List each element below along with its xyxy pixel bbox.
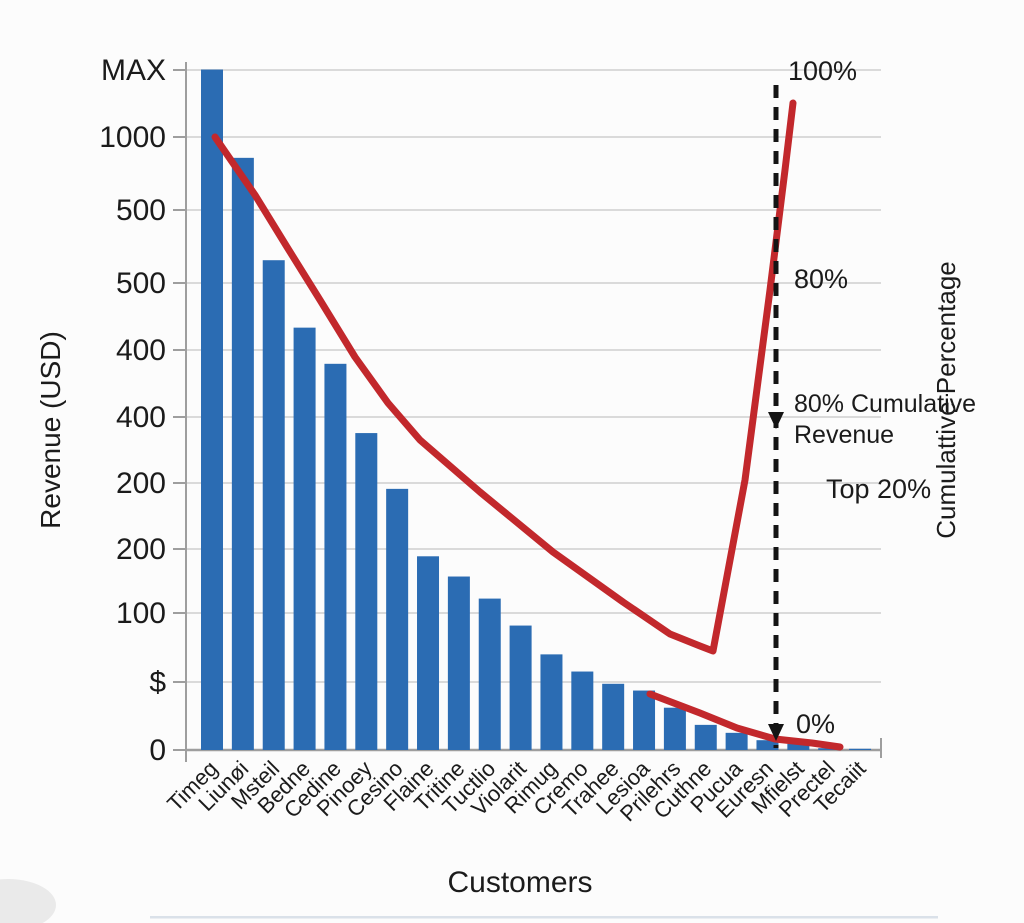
revenue-bars-group bbox=[201, 69, 872, 751]
revenue-bar bbox=[849, 748, 872, 750]
y-tick-label: $ bbox=[149, 666, 166, 699]
bottom-artifact-line bbox=[150, 916, 938, 919]
y-tick-label: 500 bbox=[116, 194, 166, 227]
revenue-bar bbox=[725, 732, 748, 750]
revenue-bar bbox=[633, 690, 656, 750]
x-axis-tick-labels: TimegLiunøiMsteilBedneCedinePinoeyCesino… bbox=[162, 755, 870, 826]
revenue-bar bbox=[386, 488, 409, 750]
label-100-percent: 100% bbox=[788, 56, 857, 86]
revenue-bar bbox=[447, 576, 470, 750]
y-axis-tick-labels: MAX 1000 500 500 400 400 200 200 100 $0 bbox=[99, 54, 166, 767]
revenue-bar bbox=[694, 724, 717, 750]
y-tick-label: 400 bbox=[116, 334, 166, 367]
x-axis-title: Customers bbox=[447, 866, 592, 899]
revenue-bar bbox=[262, 260, 285, 750]
y-tick-label: 200 bbox=[116, 533, 166, 566]
revenue-bar bbox=[478, 598, 501, 750]
cumulative-percentage-line bbox=[211, 99, 797, 655]
y-axis-title-left: Revenue (USD) bbox=[35, 331, 66, 529]
y-tick-label: 400 bbox=[116, 401, 166, 434]
cumulative-line-tail bbox=[646, 690, 844, 751]
revenue-bar bbox=[509, 625, 532, 750]
y-tick-label: 0 bbox=[149, 734, 166, 767]
down-arrow-marker bbox=[768, 412, 784, 429]
corner-smudge bbox=[0, 879, 56, 923]
y-axis-title-right: Cumulattive Percentage bbox=[931, 261, 961, 538]
down-arrow-marker bbox=[768, 724, 784, 741]
revenue-bar bbox=[293, 327, 316, 750]
label-80-cumulative-line2: Revenue bbox=[794, 421, 894, 449]
revenue-bar bbox=[663, 707, 686, 750]
label-80-percent: 80% bbox=[794, 264, 848, 294]
revenue-bar bbox=[231, 157, 254, 751]
label-top-20-percent: Top 20% bbox=[826, 474, 931, 504]
revenue-bar bbox=[602, 683, 625, 750]
revenue-bar bbox=[571, 671, 594, 750]
revenue-bar bbox=[324, 363, 347, 750]
revenue-bar bbox=[417, 556, 440, 750]
y-tick-label: 100 bbox=[116, 597, 166, 630]
cumulative-line-group bbox=[211, 99, 844, 751]
revenue-bar bbox=[355, 433, 378, 750]
y-tick-label: 1000 bbox=[99, 121, 166, 154]
label-0-percent: 0% bbox=[796, 709, 835, 739]
y-tick-label: 500 bbox=[116, 267, 166, 300]
revenue-bar bbox=[756, 740, 779, 750]
label-80-cumulative-line1: 80% Cumulative bbox=[794, 390, 976, 418]
y-tick-label: 200 bbox=[116, 467, 166, 500]
revenue-bar bbox=[540, 654, 563, 750]
revenue-bar bbox=[787, 743, 810, 750]
revenue-bar bbox=[818, 748, 841, 750]
threshold-dashed-line-group bbox=[768, 85, 784, 748]
y-tick-label: MAX bbox=[101, 54, 166, 87]
revenue-bar bbox=[201, 69, 223, 750]
